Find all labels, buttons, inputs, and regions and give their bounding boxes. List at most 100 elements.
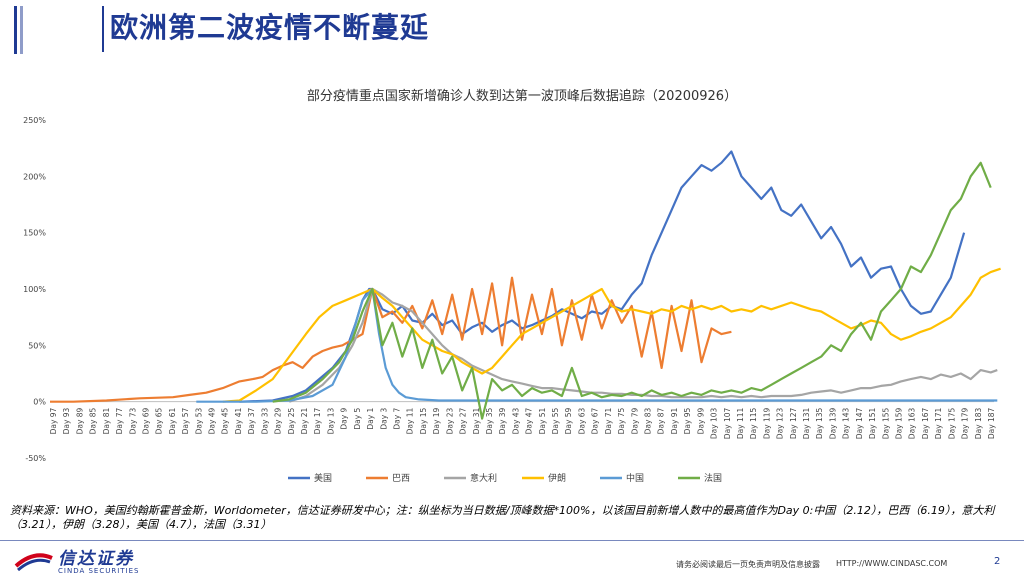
x-tick-label: Day 45 (221, 407, 230, 434)
y-tick-label: -50% (25, 454, 46, 463)
x-tick-label: Day 47 (525, 407, 534, 434)
title-accent-bar-secondary (20, 6, 23, 54)
legend-label: 伊朗 (548, 472, 566, 484)
x-tick-label: Day 15 (419, 407, 428, 434)
x-tick-label: Day 83 (644, 407, 653, 434)
line-chart: 部分疫情重点国家新增确诊人数到达第一波顶峰后数据追踪（20200926） 250%… (23, 88, 1001, 484)
title-accent-bar (14, 6, 17, 54)
x-tick-label: Day 159 (895, 407, 904, 439)
x-tick-label: Day 143 (842, 407, 851, 439)
x-tick-label: Day 53 (194, 407, 203, 434)
x-tick-label: Day 187 (987, 407, 996, 439)
logo-subtitle: CINDA SECURITIES (58, 567, 140, 575)
x-tick-label: Day 99 (696, 407, 705, 434)
disclaimer-note: 请务必阅读最后一页免责声明及信息披露 (676, 560, 820, 569)
x-tick-label: Day 69 (141, 407, 150, 434)
series-line-意大利 (288, 287, 998, 403)
legend-label: 法国 (704, 472, 722, 484)
legend-label: 巴西 (392, 473, 410, 484)
legend-label: 美国 (314, 472, 332, 484)
x-tick-label: Day 3 (379, 407, 388, 429)
x-tick-label: Day 115 (749, 407, 758, 439)
x-tick-label: Day 127 (789, 407, 798, 439)
x-tick-label: Day 179 (961, 407, 970, 439)
x-tick-label: Day 67 (591, 407, 600, 434)
x-tick-label: Day 39 (498, 407, 507, 434)
x-tick-label: Day 91 (670, 407, 679, 434)
x-tick-label: Day 55 (551, 407, 560, 434)
footer-divider (0, 540, 1024, 541)
page-title: 欧洲第二波疫情不断蔓延 (110, 11, 430, 44)
y-tick-label: 200% (23, 172, 46, 181)
x-tick-label: Day 57 (181, 407, 190, 434)
x-tick-label: Day 167 (921, 407, 930, 439)
x-tick-label: Day 1 (366, 407, 375, 429)
x-tick-label: Day 71 (604, 407, 613, 434)
x-tick-label: Day 183 (974, 407, 983, 439)
x-tick-label: Day 95 (683, 407, 692, 434)
x-tick-label: Day 27 (459, 407, 468, 434)
series-line-美国 (239, 150, 966, 403)
x-tick-label: Day 17 (313, 407, 322, 434)
x-tick-label: Day 43 (511, 407, 520, 434)
x-tick-label: Day 111 (736, 407, 745, 439)
x-tick-label: Day 61 (168, 407, 177, 434)
x-tick-label: Day 5 (353, 407, 362, 429)
x-tick-label: Day 103 (710, 407, 719, 439)
y-tick-label: 50% (28, 341, 46, 350)
x-tick-label: Day 73 (128, 407, 137, 434)
x-tick-label: Day 81 (102, 407, 111, 434)
x-tick-label: Day 33 (260, 407, 269, 434)
x-tick-label: Day 41 (234, 407, 243, 434)
x-tick-label: Day 7 (392, 407, 401, 429)
x-tick-label: Day 23 (445, 407, 454, 434)
company-logo: 信达证券 CINDA SECURITIES (14, 544, 139, 575)
x-tick-label: Day 77 (115, 407, 124, 434)
legend-label: 意大利 (470, 472, 497, 484)
x-tick-label: Day 21 (300, 407, 309, 434)
x-tick-label: Day 163 (908, 407, 917, 439)
y-tick-label: 100% (23, 285, 46, 294)
title-divider (102, 6, 104, 52)
x-tick-label: Day 25 (287, 407, 296, 434)
series-line-中国 (196, 287, 998, 403)
x-tick-label: Day 87 (657, 407, 666, 434)
x-tick-label: Day 65 (155, 407, 164, 434)
logo-text: 信达证券 (58, 549, 134, 569)
legend-label: 中国 (626, 472, 644, 484)
x-tick-label: Day 89 (75, 407, 84, 434)
y-tick-label: 150% (23, 229, 46, 238)
x-tick-label: Day 49 (208, 407, 217, 434)
chart-title: 部分疫情重点国家新增确诊人数到达第一波顶峰后数据追踪（20200926） (307, 88, 737, 104)
x-tick-label: Day 59 (564, 407, 573, 434)
x-tick-label: Day 13 (326, 407, 335, 434)
x-tick-label: Day 85 (89, 407, 98, 434)
x-tick-label: Day 107 (723, 407, 732, 439)
y-tick-label: 0% (33, 398, 46, 407)
page-number: 2 (994, 556, 1001, 567)
x-tick-label: Day 9 (340, 407, 349, 429)
x-tick-label: Day 135 (815, 407, 824, 439)
x-tick-label: Day 29 (274, 407, 283, 434)
x-tick-label: Day 19 (432, 407, 441, 434)
x-tick-label: Day 175 (947, 407, 956, 439)
x-tick-label: Day 97 (49, 407, 58, 434)
x-tick-label: Day 139 (828, 407, 837, 439)
x-tick-label: Day 119 (762, 407, 771, 439)
x-tick-label: Day 35 (485, 407, 494, 434)
x-tick-label: Day 75 (617, 407, 626, 434)
x-tick-label: Day 93 (62, 407, 71, 434)
series-line-伊朗 (222, 267, 1001, 403)
footer-url[interactable]: HTTP://WWW.CINDASC.COM (836, 559, 948, 568)
series-line-巴西 (50, 276, 732, 403)
series-line-法国 (272, 161, 992, 420)
x-tick-label: Day 155 (881, 407, 890, 439)
x-tick-label: Day 37 (247, 407, 256, 434)
x-tick-label: Day 31 (472, 407, 481, 434)
x-tick-label: Day 79 (630, 407, 639, 434)
x-tick-label: Day 11 (406, 407, 415, 434)
x-tick-label: Day 147 (855, 407, 864, 439)
x-tick-label: Day 151 (868, 407, 877, 439)
x-tick-label: Day 63 (577, 407, 586, 434)
x-tick-label: Day 123 (776, 407, 785, 439)
